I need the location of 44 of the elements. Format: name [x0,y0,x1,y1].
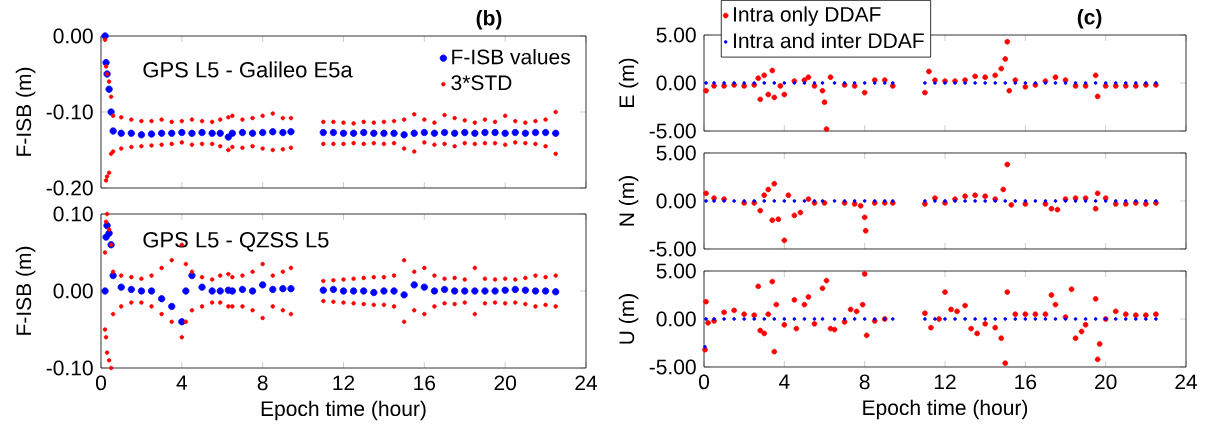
legend-label: Intra and inter DDAF [734,32,924,49]
x-axis-title: Epoch time (hour) [261,400,426,421]
y-tick-label: 0.00 [656,75,696,91]
y-tick-label: 5.00 [656,27,696,43]
y-tick-label: 0.00 [656,193,696,209]
y-tick-label: 0.00 [656,311,696,327]
x-axis-title: Epoch time (hour) [863,399,1028,420]
y-tick-label: 0.10 [53,206,93,222]
x-tick-label: 0 [698,374,710,390]
y-tick-label: -0.10 [46,360,93,376]
y-tick-label: 0.00 [53,283,93,299]
legend-label: F-ISB values [452,48,570,65]
y-axis-title: F-ISB (m) [15,67,36,156]
y-tick-label: 0.00 [53,28,93,44]
x-tick-label: 0 [95,375,107,391]
y-tick-label: 5.00 [656,263,696,279]
y-axis-title: U (m) [618,294,639,344]
y-axis-title: E (m) [618,58,639,107]
annotation: GPS L5 - QZSS L5 [143,231,329,252]
x-tick-label: 24 [1175,374,1198,390]
x-tick-label: 8 [859,374,870,390]
x-tick-label: 16 [1015,374,1037,390]
y-tick-label: -5.00 [649,241,696,257]
chart-title: (c) [1077,9,1102,29]
y-tick-label: -5.00 [649,123,696,139]
x-tick-label: 8 [257,375,268,391]
x-tick-label: 24 [575,375,598,391]
legend-label: Intra only DDAF [734,6,881,26]
y-axis-title: F-ISB (m) [15,246,36,335]
x-tick-label: 12 [333,375,355,391]
x-tick-label: 20 [494,375,517,391]
y-tick-label: -0.10 [46,104,93,120]
chart-title: (b) [476,10,502,30]
x-tick-label: 16 [414,375,436,391]
x-tick-label: 20 [1095,374,1117,390]
y-axis-title: N (m) [618,176,639,226]
y-tick-label: -0.20 [46,180,93,196]
y-tick-label: 5.00 [656,145,696,161]
x-tick-label: 12 [934,374,956,390]
y-tick-label: -5.00 [649,359,696,375]
legend-label: 3*STD [451,75,512,91]
x-tick-label: 4 [176,375,188,390]
x-tick-label: 4 [778,374,790,389]
annotation: GPS L5 - Galileo E5a [143,61,353,78]
